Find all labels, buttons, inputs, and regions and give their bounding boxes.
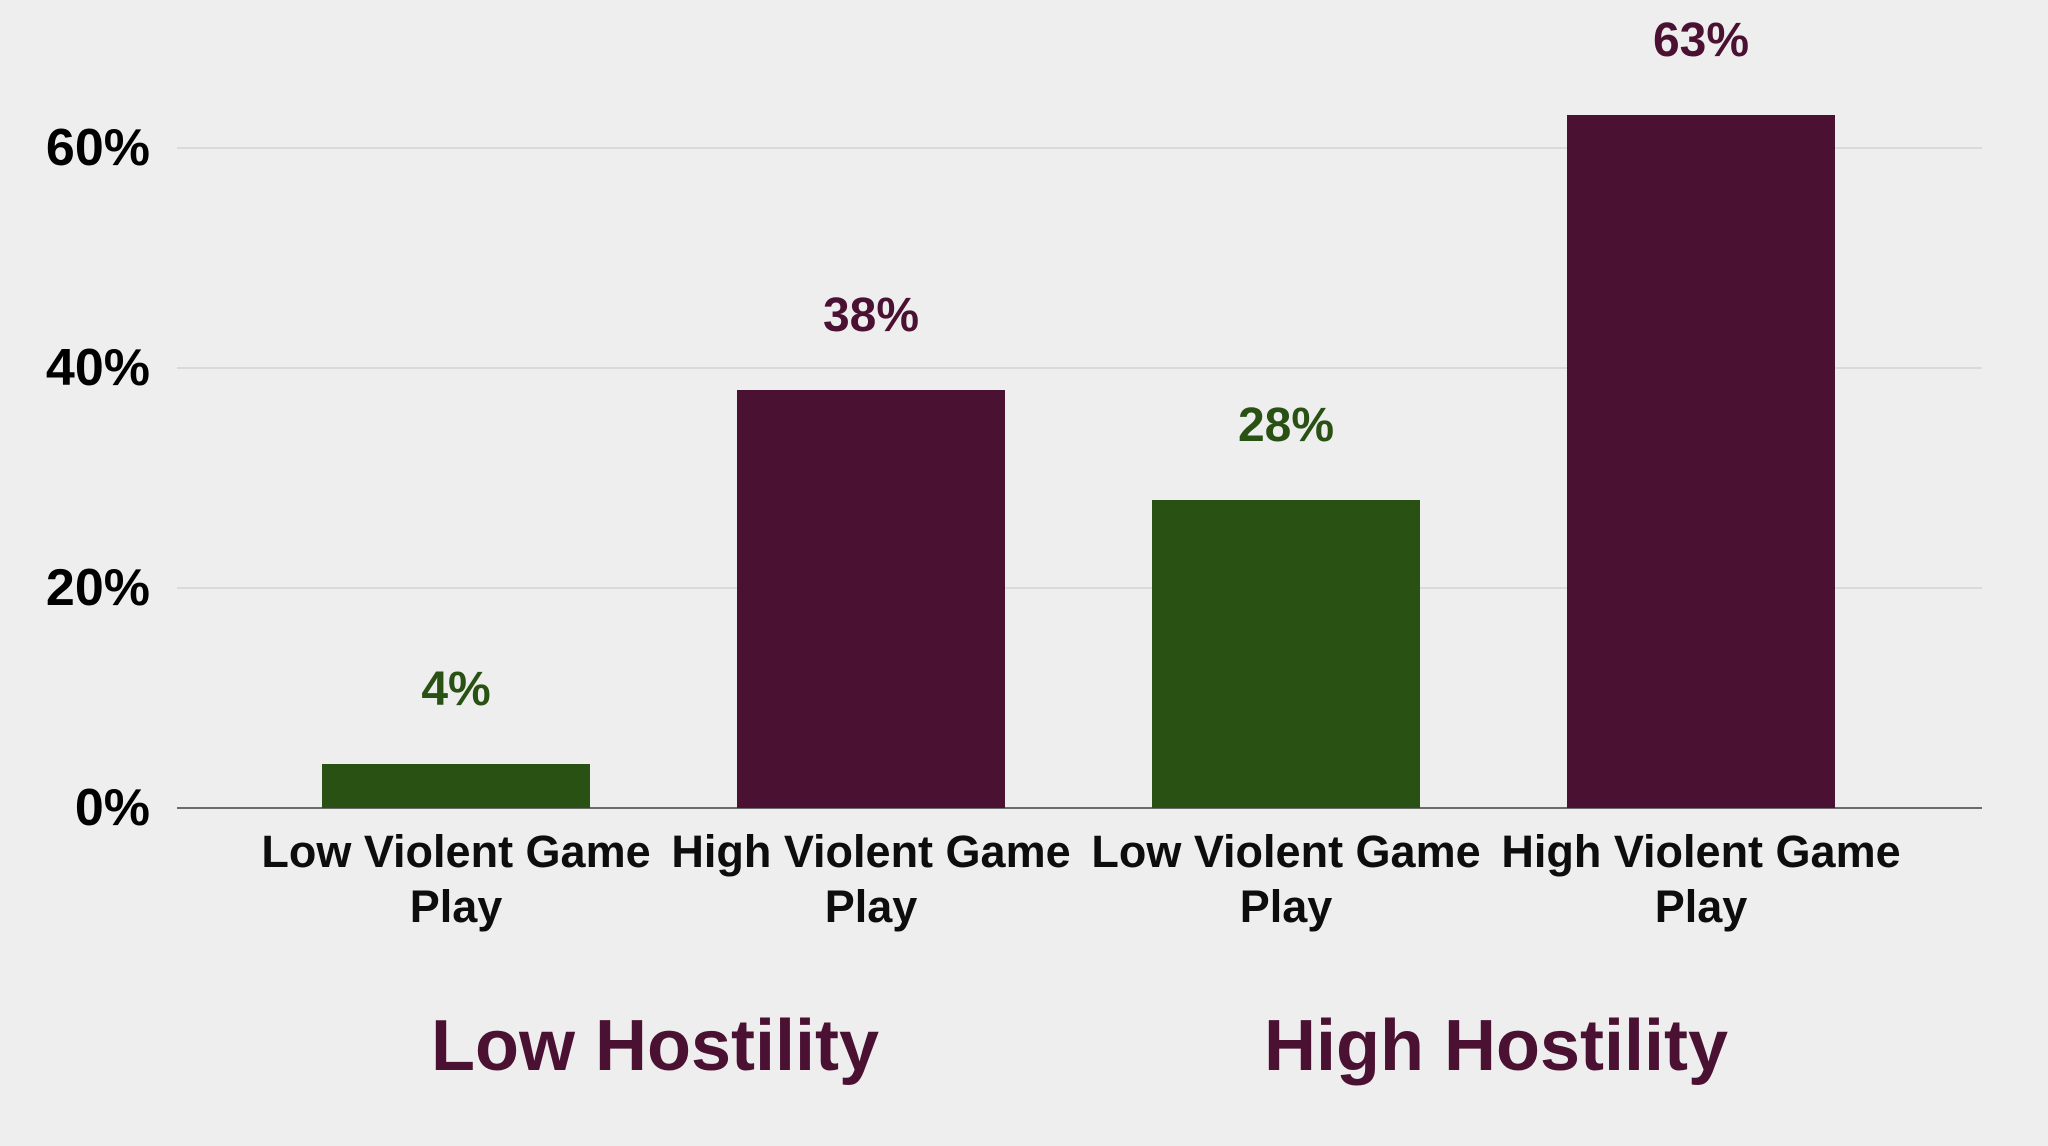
- bar: [1152, 500, 1420, 808]
- bar-value-label: 38%: [822, 289, 920, 342]
- x-axis-category-label: Low Violent Game Play: [261, 826, 651, 932]
- bar-value-label: 63%: [1652, 14, 1750, 67]
- bar-value-label: 28%: [1237, 399, 1335, 452]
- x-axis-category-label: High Violent Game Play: [671, 826, 1071, 932]
- x-axis-category-label: High Violent Game Play: [1501, 826, 1901, 932]
- group-label: Low Hostility: [431, 1006, 879, 1086]
- group-label: High Hostility: [1264, 1006, 1728, 1086]
- y-axis-tick-label: 20%: [45, 559, 150, 617]
- gridline: [177, 147, 1982, 149]
- y-axis-tick-label: 0%: [74, 779, 150, 837]
- bar-value-label: 4%: [421, 663, 491, 716]
- x-axis-line: [177, 807, 1982, 809]
- gridline: [177, 587, 1982, 589]
- bar: [322, 764, 590, 808]
- bar: [737, 390, 1005, 808]
- bar: [1567, 115, 1835, 808]
- x-axis-category-label: Low Violent Game Play: [1091, 826, 1481, 932]
- y-axis-tick-label: 60%: [45, 119, 150, 177]
- gridline: [177, 367, 1982, 369]
- y-axis-tick-label: 40%: [45, 339, 150, 397]
